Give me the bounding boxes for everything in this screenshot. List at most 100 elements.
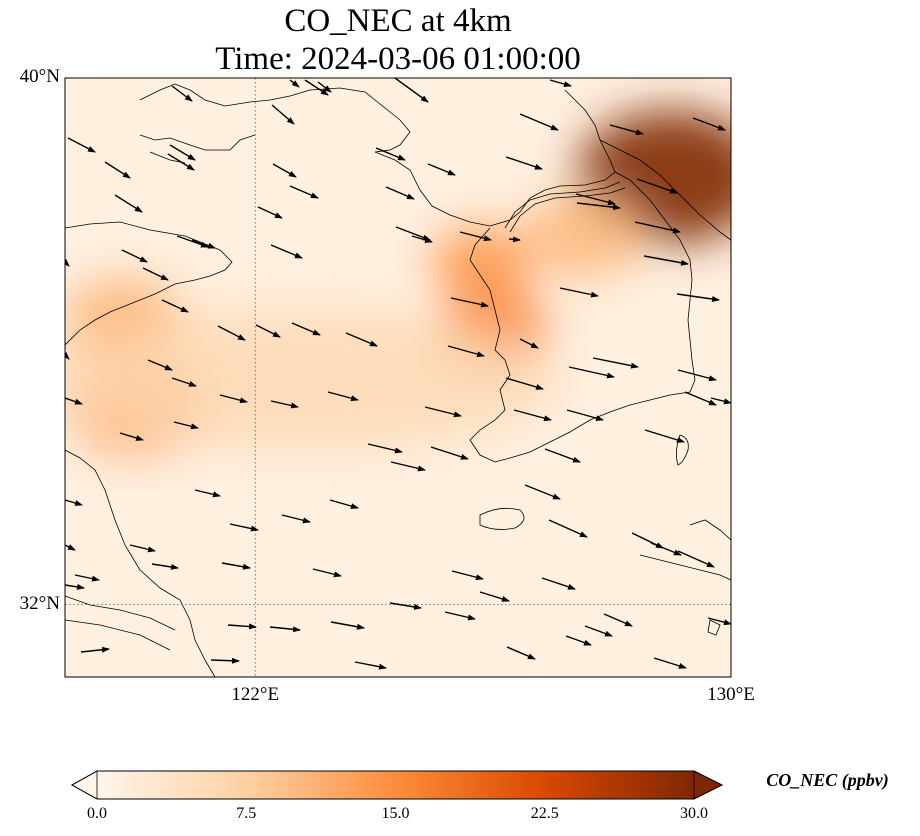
wind-vector <box>317 81 332 93</box>
wind-vector <box>312 568 342 578</box>
colorbar-tick-label: 7.5 <box>236 805 257 822</box>
wind-vector <box>451 570 484 581</box>
wind-vector <box>375 147 406 161</box>
wind-vector <box>167 153 195 171</box>
wind-vector <box>330 621 365 630</box>
wind-vector <box>74 574 100 582</box>
wind-vector <box>559 287 599 298</box>
latitude-label: 40°N <box>19 66 60 87</box>
wind-vector <box>329 499 359 509</box>
colorbar <box>70 770 724 800</box>
wind-vector <box>65 499 83 506</box>
wind-vector <box>566 409 604 422</box>
wind-vector <box>609 124 644 136</box>
wind-vector <box>327 391 359 402</box>
wind-vector <box>677 550 715 568</box>
field-band <box>65 310 560 450</box>
wind-vector <box>506 646 536 660</box>
wind-vector <box>565 635 592 646</box>
wind-vector <box>575 193 616 206</box>
wind-vector <box>505 377 544 390</box>
colorbar-min-extension <box>71 770 98 800</box>
wind-vector <box>568 366 615 379</box>
wind-vector <box>450 297 489 308</box>
wind-vector <box>221 562 251 570</box>
wind-vector <box>584 625 613 637</box>
wind-vector <box>677 369 717 382</box>
wind-vector <box>142 267 169 281</box>
wind-vector <box>255 324 281 338</box>
wind-vector <box>427 163 456 176</box>
wind-vector <box>541 577 576 590</box>
wind-vector <box>395 226 431 241</box>
wind-vector <box>289 185 319 199</box>
wind-vector <box>524 484 561 500</box>
wind-vector <box>548 519 588 538</box>
wind-vector <box>176 235 209 248</box>
wind-vector <box>281 514 311 524</box>
wind-vector <box>65 544 76 551</box>
wind-vector <box>710 397 731 405</box>
longitude-label: 122°E <box>231 684 280 705</box>
colorbar-max-extension <box>693 770 723 800</box>
wind-vector <box>161 299 189 313</box>
wind-vector <box>272 163 297 178</box>
colorbar-tick-label: 15.0 <box>381 805 410 822</box>
wind-vector <box>576 202 621 211</box>
wind-vector <box>424 406 462 418</box>
colorbar-tick-label: 30.0 <box>680 805 708 822</box>
colorbar-label: CO_NEC (ppbv) <box>766 770 889 790</box>
wind-vector <box>269 626 301 633</box>
map-plot-area <box>65 78 731 677</box>
wind-vector <box>390 461 426 472</box>
wind-vector <box>549 79 572 87</box>
wind-vector <box>147 359 173 371</box>
wind-vector <box>194 489 221 498</box>
map-title-line2: Time: 2024-03-06 01:00:00 <box>215 41 581 77</box>
colorbar-outline <box>70 770 724 800</box>
wind-vector <box>430 446 469 460</box>
wind-vector <box>650 542 682 556</box>
wind-vector <box>394 78 429 103</box>
wind-vector <box>67 137 96 153</box>
wind-vector <box>385 186 415 200</box>
wind-vector <box>191 239 216 249</box>
wind-vector <box>505 156 543 170</box>
wind-vector <box>217 325 246 341</box>
wind-vector <box>171 85 193 102</box>
wind-vector <box>479 591 510 602</box>
wind-vector <box>173 421 199 430</box>
wind-vector <box>291 322 321 336</box>
wind-vector <box>676 293 720 302</box>
colorbar-tick-label: 0.0 <box>87 805 107 822</box>
wind-vector <box>121 249 148 263</box>
field-hotspot <box>522 193 643 278</box>
wind-vector <box>65 258 70 267</box>
wind-vector <box>411 235 433 243</box>
wind-vector <box>129 544 156 553</box>
wind-vector <box>634 221 681 234</box>
wind-vector <box>169 144 196 161</box>
wind-vector <box>271 104 295 125</box>
wind-vector <box>519 113 559 131</box>
wind-vector <box>513 409 552 422</box>
wind-vector <box>707 617 731 626</box>
wind-vector <box>119 432 144 441</box>
wind-vector <box>270 400 299 409</box>
wind-vector <box>508 236 521 243</box>
map-title-line1: CO_NEC at 4km <box>284 3 512 39</box>
wind-vector <box>459 231 492 242</box>
wind-vector <box>592 357 639 369</box>
coastlines <box>65 83 731 677</box>
wind-vector <box>692 117 726 131</box>
wind-vector <box>227 623 257 630</box>
longitude-label: 130°E <box>707 684 755 705</box>
wind-vector <box>367 443 403 454</box>
wind-vector <box>447 345 485 358</box>
wind-vector <box>354 661 387 670</box>
wind-vector <box>151 563 179 570</box>
wind-vector <box>80 646 110 653</box>
wind-vector <box>544 448 581 463</box>
wind-vector <box>270 244 303 259</box>
wind-vectors <box>65 78 731 670</box>
